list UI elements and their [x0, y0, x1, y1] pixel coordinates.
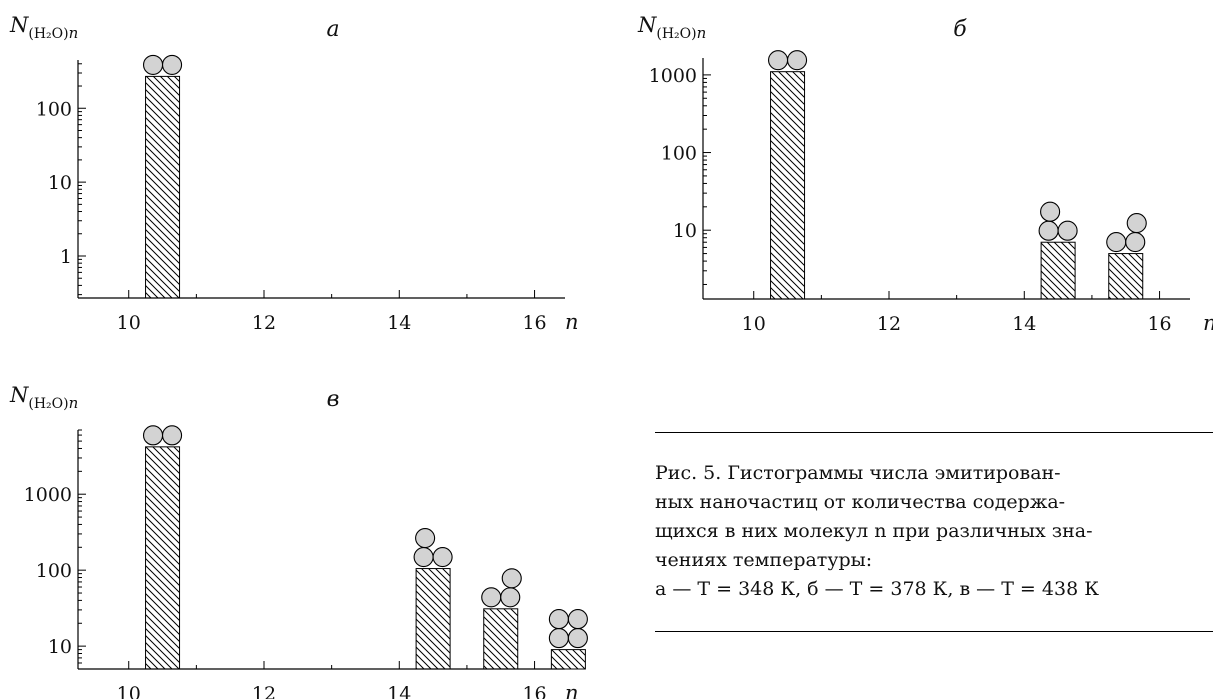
molecule-circle — [786, 50, 808, 71]
caption-line-2: ных наночастиц от количества содержа- — [655, 491, 1066, 513]
molecule-glyph-icon — [481, 568, 522, 608]
x-tick-label: 16 — [522, 312, 546, 334]
y-tick-label: 1000 — [649, 65, 697, 87]
y-label-sub: (H₂O) — [656, 26, 696, 42]
y-label-main: N — [9, 13, 29, 37]
panel-title: в — [327, 387, 340, 412]
molecule-circle — [415, 528, 436, 549]
x-tick-label: 10 — [117, 312, 141, 334]
y-label-tail: n — [69, 24, 79, 42]
molecule-circle — [548, 609, 569, 630]
x-tick-label: 14 — [387, 683, 411, 699]
y-tick-label: 100 — [661, 143, 697, 165]
y-tick-label: 100 — [36, 98, 72, 120]
y-axis-label: N(H₂O)n — [9, 13, 78, 42]
y-label-tail: n — [697, 24, 707, 42]
molecule-glyph-icon — [142, 425, 183, 446]
molecule-glyph-icon — [1106, 213, 1147, 253]
molecule-glyph-icon — [1038, 201, 1078, 241]
molecule-circle — [767, 50, 789, 71]
x-axis-label: n — [565, 310, 579, 334]
bar-n10 — [770, 71, 806, 300]
molecule-circle — [1125, 232, 1146, 253]
molecule-circle — [161, 425, 183, 446]
molecule-circle — [161, 54, 183, 75]
caption-line-5: а — T = 348 К, б — T = 378 К, в — T = 43… — [655, 578, 1099, 600]
molecule-circle — [142, 425, 164, 446]
molecule-circle — [142, 54, 164, 75]
y-tick-label: 100 — [36, 560, 72, 582]
bar-n14 — [415, 568, 451, 670]
molecule-circle — [567, 628, 588, 649]
y-tick-label: 10 — [48, 636, 72, 658]
bar-n15 — [483, 608, 519, 670]
molecule-glyph-icon — [767, 50, 808, 71]
y-tick-label: 1000 — [24, 484, 72, 506]
bar-n10 — [145, 75, 181, 299]
molecule-circle — [481, 587, 502, 608]
bar-n15 — [1108, 253, 1144, 300]
x-tick-label: 14 — [1012, 313, 1036, 335]
x-tick-label: 16 — [522, 683, 546, 699]
x-axis-label: n — [565, 681, 579, 699]
x-tick-label: 12 — [877, 313, 901, 335]
y-axis-label: N(H₂O)n — [637, 13, 706, 42]
molecule-circle — [1057, 220, 1078, 241]
x-tick-label: 16 — [1147, 313, 1171, 335]
caption-line-3: щихся в них молекул n при различных зна- — [655, 520, 1093, 542]
y-tick-label: 1 — [60, 246, 72, 268]
molecule-glyph-icon — [413, 528, 453, 568]
x-axis-label: n — [1203, 311, 1213, 335]
molecule-circle — [1038, 220, 1059, 241]
bar-n10 — [145, 446, 181, 670]
molecule-circle — [1126, 213, 1147, 234]
panel-title: а — [326, 17, 339, 42]
molecule-circle — [567, 609, 588, 630]
figure-caption: Рис. 5. Гистограммы числа эмитирован- ны… — [655, 432, 1213, 632]
molecule-circle — [1040, 201, 1061, 222]
y-tick-label: 10 — [673, 220, 697, 242]
x-tick-label: 14 — [387, 312, 411, 334]
y-label-main: N — [637, 13, 657, 37]
y-label-tail: n — [69, 394, 79, 412]
caption-line-4: чениях температуры: — [655, 549, 873, 571]
bar-n16 — [550, 649, 586, 670]
molecule-glyph-icon — [142, 54, 183, 75]
y-label-sub: (H₂O) — [28, 26, 68, 42]
molecule-circle — [548, 628, 569, 649]
molecule-circle — [432, 547, 453, 568]
y-label-main: N — [9, 383, 29, 407]
x-tick-label: 10 — [742, 313, 766, 335]
bar-n14 — [1040, 241, 1076, 300]
molecule-circle — [501, 568, 522, 589]
y-axis-label: N(H₂O)n — [9, 383, 78, 412]
molecule-glyph-icon — [548, 609, 588, 649]
y-label-sub: (H₂O) — [28, 396, 68, 412]
x-tick-label: 12 — [252, 312, 276, 334]
molecule-circle — [1106, 232, 1127, 253]
molecule-circle — [500, 587, 521, 608]
y-tick-label: 10 — [48, 172, 72, 194]
panel-title: б — [953, 17, 967, 42]
caption-line-1: Рис. 5. Гистограммы числа эмитирован- — [655, 462, 1061, 484]
x-tick-label: 12 — [252, 683, 276, 699]
molecule-circle — [413, 547, 434, 568]
x-tick-label: 10 — [117, 683, 141, 699]
